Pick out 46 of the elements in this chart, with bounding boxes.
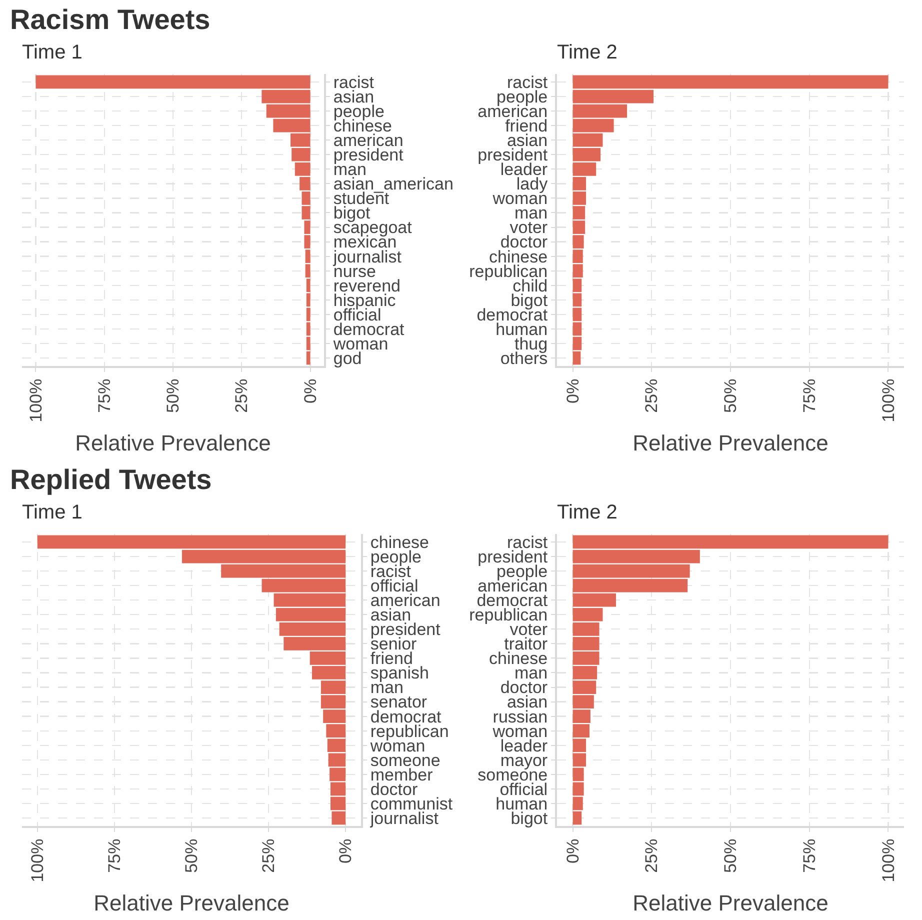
x-tick-label: 50% bbox=[182, 838, 202, 873]
y-tick-label: journalist bbox=[369, 808, 439, 828]
x-tick-label: 50% bbox=[721, 378, 740, 413]
x-tick-label: 50% bbox=[164, 378, 183, 413]
y-tick-label: lady bbox=[516, 174, 548, 194]
y-tick-label: republican bbox=[469, 606, 548, 625]
x-tick-label: 75% bbox=[800, 838, 819, 873]
y-tick-label: republican bbox=[469, 262, 548, 281]
y-tick-label: leader bbox=[500, 736, 548, 756]
chart-title: Replied Tweets bbox=[10, 464, 212, 496]
x-tick-label: 100% bbox=[878, 838, 898, 882]
chart-subtitle: Time 1 bbox=[22, 41, 82, 64]
chart-subtitle: Time 1 bbox=[22, 501, 82, 524]
x-tick-label: 100% bbox=[878, 378, 898, 422]
x-tick-label: 25% bbox=[232, 378, 252, 413]
x-tick-label: 25% bbox=[642, 838, 662, 873]
y-tick-label: asian_american bbox=[333, 174, 454, 194]
x-tick-label: 100% bbox=[28, 838, 47, 882]
x-tick-label: 75% bbox=[800, 378, 819, 413]
x-tick-label: 75% bbox=[104, 838, 124, 873]
y-tick-label: official bbox=[500, 780, 548, 799]
y-tick-label: president bbox=[333, 146, 404, 165]
y-tick-label: racist bbox=[506, 72, 548, 92]
x-tick-label: 0% bbox=[300, 378, 320, 404]
x-axis-title: Relative Prevalence bbox=[632, 430, 828, 456]
x-axis-title: Relative Prevalence bbox=[75, 430, 271, 456]
x-tick-label: 25% bbox=[642, 378, 662, 413]
chart-subtitle: Time 2 bbox=[557, 501, 618, 524]
y-tick-label: president bbox=[370, 620, 441, 640]
x-tick-label: 0% bbox=[336, 838, 356, 864]
y-tick-label: friend bbox=[505, 116, 548, 136]
x-tick-label: 25% bbox=[259, 838, 278, 873]
y-tick-label: chinese bbox=[370, 532, 430, 552]
x-tick-label: 0% bbox=[563, 838, 582, 864]
chart-subtitle: Time 2 bbox=[557, 41, 618, 64]
x-tick-label: 75% bbox=[94, 378, 114, 413]
x-axis-title: Relative Prevalence bbox=[632, 890, 828, 916]
x-tick-label: 0% bbox=[563, 378, 582, 404]
x-axis-title: Relative Prevalence bbox=[94, 890, 290, 916]
y-tick-label: bigot bbox=[510, 808, 548, 828]
x-tick-label: 100% bbox=[26, 378, 46, 422]
y-tick-label: president bbox=[478, 146, 548, 165]
y-tick-label: american bbox=[370, 591, 440, 610]
y-tick-label: doctor bbox=[370, 780, 418, 799]
chart-title: Racism Tweets bbox=[10, 4, 210, 36]
x-tick-label: 50% bbox=[721, 838, 740, 873]
